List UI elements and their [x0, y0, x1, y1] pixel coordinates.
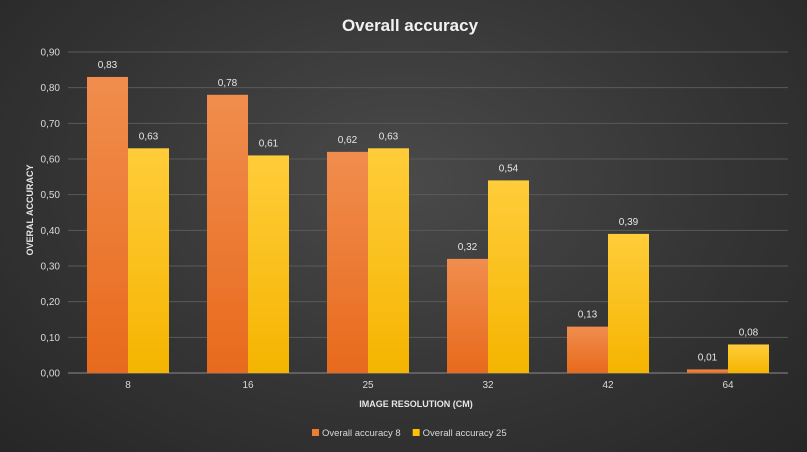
- data-label: 0,83: [98, 60, 118, 71]
- x-tick-label: 42: [602, 380, 614, 391]
- data-labels: 0,83 0,63 0,78 0,61 0,62 0,63 0,32 0,54 0,13 0,39…: [98, 60, 759, 363]
- y-axis-ticks: 0,00 0,10 0,20 0,30 0,40 0,50 0,60 0,70 0,80 0,90: [41, 48, 61, 380]
- y-tick-label: 0,70: [41, 119, 61, 130]
- data-label: 0,78: [218, 78, 238, 89]
- bar-series-8-42: [567, 326, 608, 373]
- bar-series-8-64: [687, 369, 728, 373]
- legend-label: Overall accuracy 8: [322, 428, 401, 439]
- bar-series-8-25: [327, 151, 368, 373]
- data-label: 0,62: [338, 135, 358, 146]
- data-label: 0,08: [739, 327, 759, 338]
- x-tick-label: 25: [362, 380, 374, 391]
- legend-swatch: [412, 429, 420, 436]
- y-tick-label: 0,50: [41, 190, 61, 201]
- data-label: 0,54: [499, 163, 519, 174]
- y-tick-label: 0,00: [41, 369, 61, 380]
- bar-series-25-8: [128, 148, 169, 373]
- data-label: 0,63: [139, 131, 159, 142]
- legend-swatch: [312, 429, 319, 436]
- x-tick-label: 16: [242, 380, 254, 391]
- x-tick-label: 64: [722, 380, 734, 391]
- y-tick-label: 0,20: [41, 297, 61, 308]
- x-tick-label: 32: [482, 380, 494, 391]
- bar-series-8-32: [447, 258, 488, 373]
- grid-lines: [68, 51, 788, 374]
- bar-series-25-64: [728, 344, 769, 373]
- y-axis-title: OVERAL ACCURACY: [25, 164, 35, 255]
- y-tick-label: 0,60: [41, 155, 61, 166]
- bar-series-8-8: [87, 76, 128, 373]
- y-tick-label: 0,80: [41, 83, 61, 94]
- x-axis-ticks: 8 16 25 32 42 64: [125, 380, 734, 391]
- bars: [87, 76, 769, 374]
- y-tick-label: 0,40: [41, 226, 61, 237]
- legend: Overall accuracy 8 Overall accuracy 25: [312, 428, 507, 439]
- bar-series-25-42: [608, 233, 649, 373]
- chart-title: Overall accuracy: [342, 16, 479, 35]
- legend-label: Overall accuracy 25: [423, 428, 507, 439]
- data-label: 0,32: [458, 242, 478, 253]
- bar-series-25-32: [488, 180, 529, 373]
- x-tick-label: 8: [125, 380, 131, 391]
- bar-series-25-16: [248, 155, 289, 373]
- y-tick-label: 0,30: [41, 262, 61, 273]
- data-label: 0,63: [379, 131, 399, 142]
- y-tick-label: 0,90: [41, 48, 61, 59]
- x-axis-title: IMAGE RESOLUTION (CM): [359, 399, 473, 409]
- data-label: 0,39: [619, 217, 639, 228]
- bar-series-25-25: [368, 148, 409, 373]
- y-tick-label: 0,10: [41, 333, 61, 344]
- data-label: 0,01: [698, 352, 718, 363]
- data-label: 0,61: [259, 138, 279, 149]
- bar-series-8-16: [207, 94, 248, 374]
- data-label: 0,13: [578, 310, 598, 321]
